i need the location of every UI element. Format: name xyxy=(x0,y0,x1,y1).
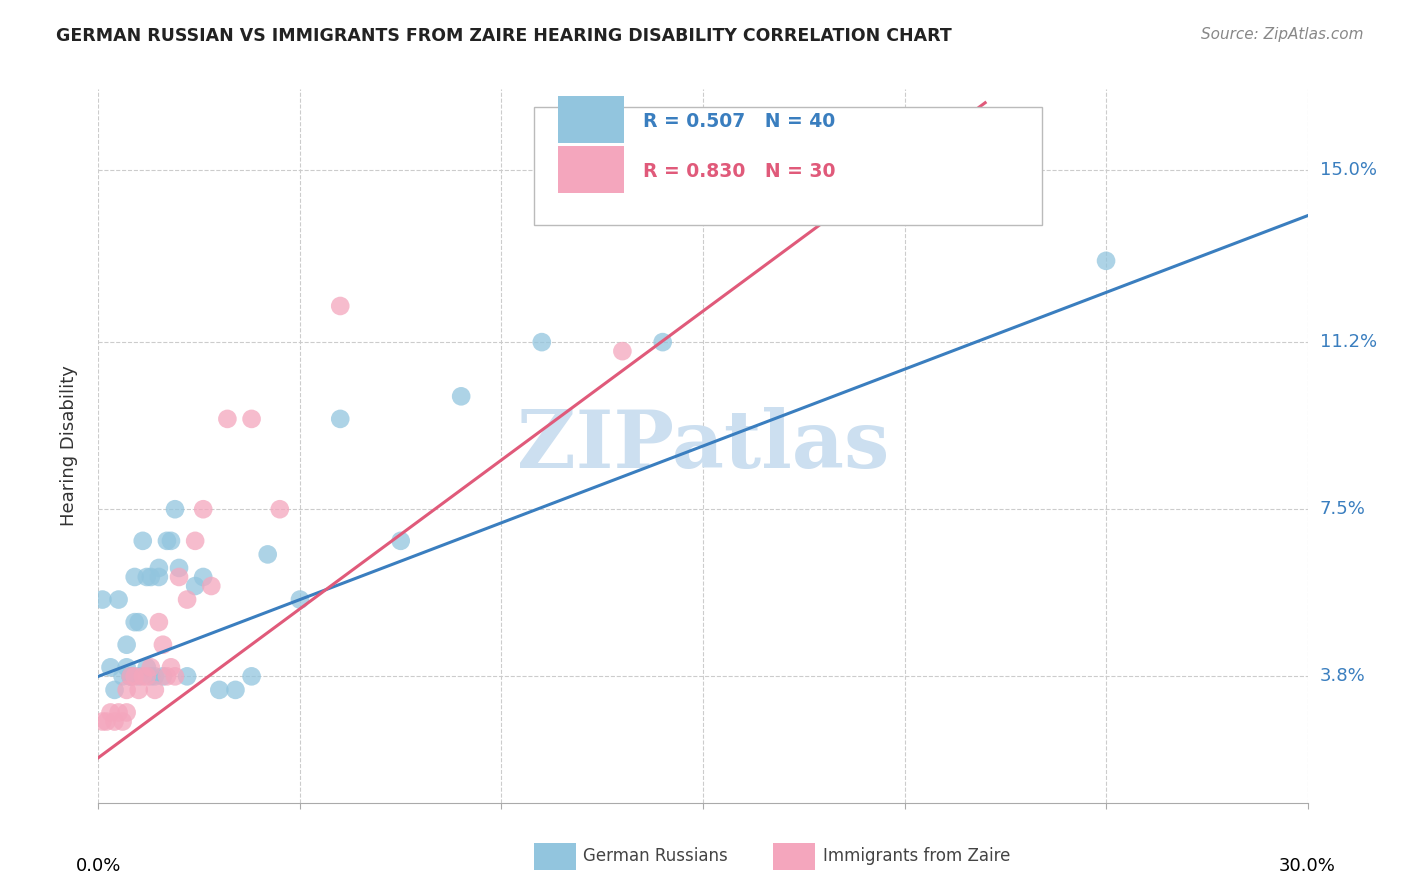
Point xyxy=(135,669,157,683)
Point xyxy=(612,344,634,359)
Point xyxy=(124,570,146,584)
Point xyxy=(176,592,198,607)
Point xyxy=(103,714,125,729)
Point xyxy=(240,669,263,683)
Point xyxy=(1095,253,1118,268)
Point xyxy=(329,412,352,426)
Text: R = 0.830   N = 30: R = 0.830 N = 30 xyxy=(643,161,835,181)
Point xyxy=(176,669,198,683)
Point xyxy=(128,682,150,697)
Point xyxy=(91,714,114,729)
Point xyxy=(152,669,174,683)
Point xyxy=(132,669,155,683)
Point xyxy=(184,579,207,593)
Point xyxy=(132,533,155,548)
Point xyxy=(115,682,138,697)
Point xyxy=(148,570,170,584)
Y-axis label: Hearing Disability: Hearing Disability xyxy=(59,366,77,526)
Text: 0.0%: 0.0% xyxy=(76,857,121,875)
Point xyxy=(111,714,134,729)
Point xyxy=(107,706,129,720)
Point xyxy=(128,615,150,629)
Text: 11.2%: 11.2% xyxy=(1320,333,1376,351)
Point xyxy=(193,570,215,584)
Point xyxy=(120,669,142,683)
Point xyxy=(115,706,138,720)
Point xyxy=(163,669,186,683)
Text: 7.5%: 7.5% xyxy=(1320,500,1365,518)
Point xyxy=(139,669,162,683)
Point xyxy=(450,389,472,403)
Point xyxy=(217,412,239,426)
Text: Source: ZipAtlas.com: Source: ZipAtlas.com xyxy=(1201,27,1364,42)
Point xyxy=(139,660,162,674)
Point xyxy=(115,660,138,674)
Point xyxy=(224,682,246,697)
Point xyxy=(167,570,190,584)
Point xyxy=(156,669,179,683)
Text: GERMAN RUSSIAN VS IMMIGRANTS FROM ZAIRE HEARING DISABILITY CORRELATION CHART: GERMAN RUSSIAN VS IMMIGRANTS FROM ZAIRE … xyxy=(56,27,952,45)
Point xyxy=(160,660,183,674)
Point xyxy=(100,660,122,674)
Point xyxy=(389,533,412,548)
Point xyxy=(135,660,157,674)
Point xyxy=(240,412,263,426)
Point xyxy=(111,669,134,683)
Point xyxy=(91,592,114,607)
Text: German Russians: German Russians xyxy=(583,847,728,865)
Text: Immigrants from Zaire: Immigrants from Zaire xyxy=(823,847,1010,865)
Point xyxy=(107,592,129,607)
Point xyxy=(120,669,142,683)
Point xyxy=(288,592,311,607)
Point xyxy=(100,706,122,720)
Point xyxy=(139,570,162,584)
Point xyxy=(103,682,125,697)
Point xyxy=(651,335,673,350)
Point xyxy=(115,638,138,652)
Point xyxy=(256,548,278,562)
Point xyxy=(120,669,142,683)
Point xyxy=(148,615,170,629)
Point xyxy=(200,579,222,593)
Point xyxy=(193,502,215,516)
FancyBboxPatch shape xyxy=(558,96,624,143)
Text: 15.0%: 15.0% xyxy=(1320,161,1376,179)
Point xyxy=(135,570,157,584)
FancyBboxPatch shape xyxy=(534,107,1042,225)
Text: ZIPatlas: ZIPatlas xyxy=(517,407,889,485)
Text: R = 0.507   N = 40: R = 0.507 N = 40 xyxy=(643,112,835,131)
Point xyxy=(184,533,207,548)
Point xyxy=(160,533,183,548)
Point xyxy=(530,335,553,350)
Point xyxy=(329,299,352,313)
Point xyxy=(124,669,146,683)
Point xyxy=(156,533,179,548)
Point xyxy=(143,682,166,697)
FancyBboxPatch shape xyxy=(558,146,624,193)
Point xyxy=(208,682,231,697)
Point xyxy=(269,502,291,516)
Point xyxy=(124,615,146,629)
Point xyxy=(128,669,150,683)
Text: 3.8%: 3.8% xyxy=(1320,667,1365,685)
Point xyxy=(143,669,166,683)
Text: 30.0%: 30.0% xyxy=(1279,857,1336,875)
Point xyxy=(148,561,170,575)
Point xyxy=(167,561,190,575)
Point xyxy=(152,638,174,652)
Point xyxy=(163,502,186,516)
Point xyxy=(96,714,118,729)
